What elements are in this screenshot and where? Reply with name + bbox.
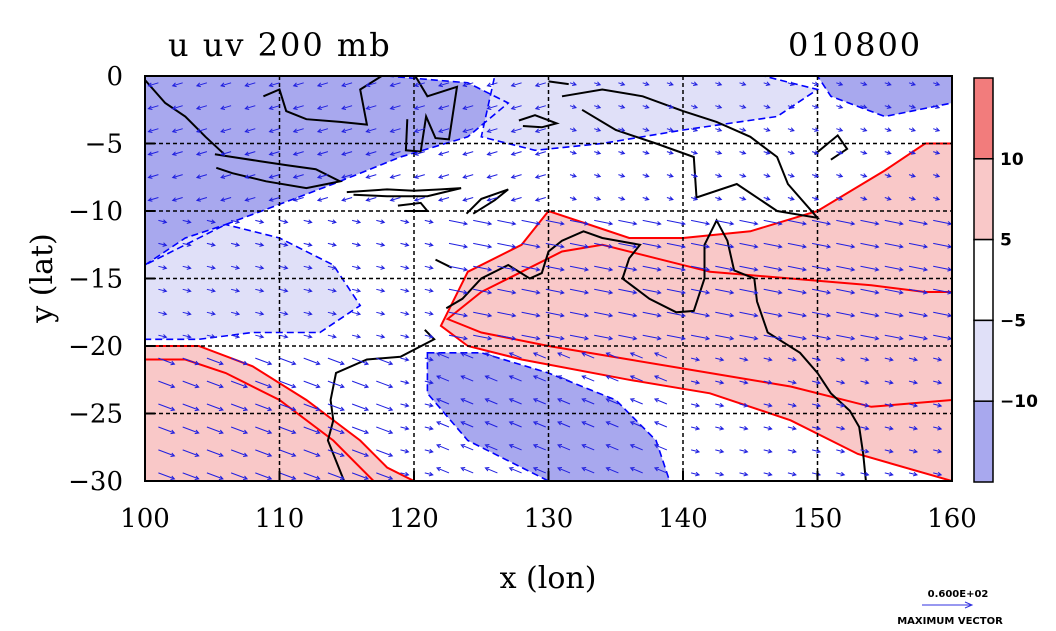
coastline-2 [561,88,821,220]
y-tick-label: −30 [68,467,123,497]
coastline-3 [214,153,344,190]
colorbar-label: −5 [1000,311,1026,331]
colorbar-swatch [973,400,994,483]
contour-7 [480,76,820,152]
colorbar-swatch [973,158,994,241]
region-4 [145,76,509,265]
x-tick-label: 150 [793,504,843,534]
chart-title: u uv 200 mb [168,26,392,64]
contour-3 [145,345,415,481]
reference-vector-arrowhead [964,601,974,609]
y-axis-label: y (lat) [25,233,60,323]
y-tick-label: −5 [85,130,123,160]
reference-vector-label: MAXIMUM VECTOR [897,616,1003,627]
region-7 [481,76,818,151]
x-axis-label: x (lon) [500,561,597,596]
coastlines [145,76,867,481]
grid-lines [145,76,952,481]
colorbar-label: −10 [1000,392,1038,412]
reference-vector: 0.600E+02 MAXIMUM VECTOR [897,589,1003,627]
y-tick-label: −25 [68,400,123,430]
colorbar-swatch [973,319,994,402]
x-tick-label: 100 [120,504,170,534]
contour-lines [145,76,952,481]
coastline-7 [346,187,462,198]
contour-6 [426,351,671,481]
y-tick-label: −20 [68,332,123,362]
x-tick-label: 130 [524,504,574,534]
coastline-5 [263,76,383,126]
y-tick-label: −10 [68,197,123,227]
colorbar-swatch [973,238,994,322]
vector-field [147,81,953,480]
contour-5 [145,223,362,341]
contour-8 [816,76,952,118]
x-tick-label: 110 [255,504,305,534]
x-tick-label: 160 [927,504,977,534]
region-1 [440,143,952,481]
colorbar-swatch [973,77,994,160]
contour-0 [445,243,952,408]
coastline-4 [145,79,226,156]
chart-timestamp: 010800 [788,26,922,64]
reference-vector-value: 0.600E+02 [928,589,989,600]
coastline-0 [326,329,436,481]
axis-ticks [144,75,953,482]
region-6 [427,352,670,481]
y-tick-label: −15 [68,265,123,295]
region-5 [145,224,361,340]
colorbar: 10 5 −5 −10 [973,77,1038,483]
wind-vectors [147,81,953,480]
coastline-1 [445,218,867,481]
region-8 [817,76,952,117]
coastline-6 [404,76,459,153]
coastline-8 [397,201,430,212]
x-tick-label: 120 [389,504,439,534]
colorbar-label: 5 [1000,231,1012,251]
coastline-10 [518,114,560,129]
contour-1 [439,142,952,481]
coastline-9 [465,188,509,215]
y-tick-label: 0 [106,62,123,92]
coastline-11 [814,133,849,161]
coastline-12 [548,80,569,86]
shaded-contour-regions [145,76,952,481]
colorbar-label: 10 [1000,150,1024,170]
x-tick-label: 140 [658,504,708,534]
